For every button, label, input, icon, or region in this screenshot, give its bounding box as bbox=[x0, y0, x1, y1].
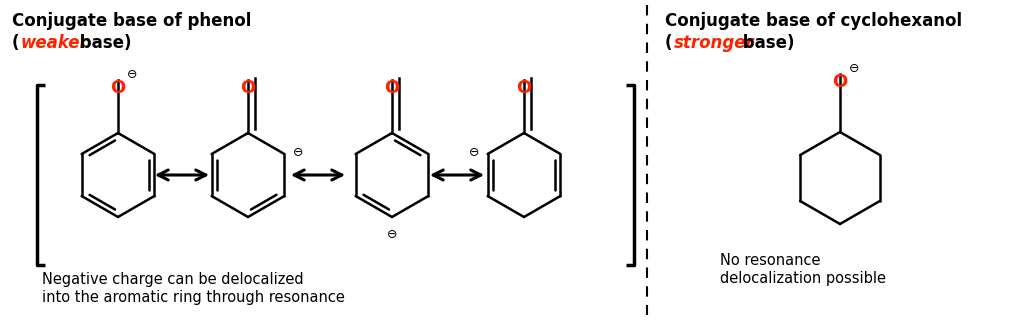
Text: ⊖: ⊖ bbox=[293, 146, 303, 158]
Text: into the aromatic ring through resonance: into the aromatic ring through resonance bbox=[42, 290, 345, 305]
Text: ⊖: ⊖ bbox=[127, 68, 137, 80]
Text: (: ( bbox=[665, 34, 673, 52]
Text: ⊖: ⊖ bbox=[387, 229, 397, 242]
Text: O: O bbox=[240, 79, 256, 97]
Text: O: O bbox=[516, 79, 531, 97]
Text: delocalization possible: delocalization possible bbox=[720, 271, 886, 286]
Text: base): base) bbox=[74, 34, 131, 52]
Text: ⊖: ⊖ bbox=[468, 146, 478, 158]
Text: O: O bbox=[833, 73, 848, 91]
Text: Negative charge can be delocalized: Negative charge can be delocalized bbox=[42, 272, 303, 287]
Text: Conjugate base of cyclohexanol: Conjugate base of cyclohexanol bbox=[665, 12, 962, 30]
Text: Conjugate base of phenol: Conjugate base of phenol bbox=[12, 12, 251, 30]
Text: (: ( bbox=[12, 34, 19, 52]
Text: base): base) bbox=[737, 34, 794, 52]
Text: weaker: weaker bbox=[21, 34, 89, 52]
Text: No resonance: No resonance bbox=[720, 253, 821, 268]
Text: stronger: stronger bbox=[674, 34, 754, 52]
Text: O: O bbox=[385, 79, 400, 97]
Text: ⊖: ⊖ bbox=[849, 62, 859, 74]
Text: O: O bbox=[110, 79, 125, 97]
